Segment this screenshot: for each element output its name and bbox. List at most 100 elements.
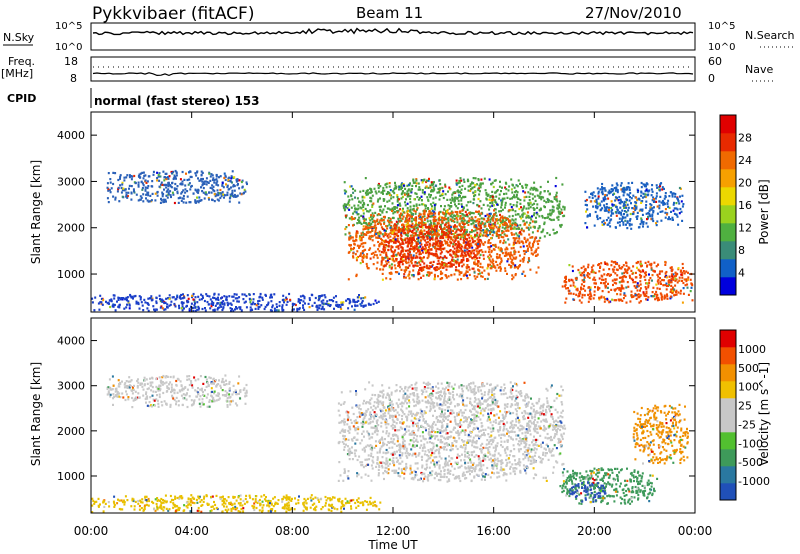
data-cell [356, 250, 359, 253]
data-cell [399, 258, 402, 261]
data-cell [154, 199, 157, 202]
data-cell [402, 231, 405, 235]
data-cell [343, 207, 346, 210]
data-cell [580, 286, 582, 289]
data-cell [389, 208, 392, 211]
data-cell [672, 273, 675, 276]
data-cell [588, 273, 591, 276]
data-cell [362, 215, 365, 218]
data-cell [361, 196, 364, 199]
data-cell [645, 185, 647, 188]
data-cell [439, 236, 442, 239]
data-cell [236, 300, 239, 303]
data-cell [376, 214, 379, 217]
data-cell [423, 192, 426, 196]
data-cell [687, 276, 690, 279]
data-cell [419, 215, 421, 218]
data-cell [205, 193, 208, 196]
data-cell [475, 233, 478, 237]
data-cell [205, 177, 208, 180]
data-cell [520, 206, 522, 209]
data-cell [461, 265, 464, 268]
data-cell [464, 187, 467, 190]
data-cell [616, 184, 619, 187]
data-cell [394, 229, 397, 232]
data-cell [665, 288, 668, 291]
data-cell [445, 210, 448, 213]
data-cell [500, 202, 503, 205]
data-cell [413, 228, 416, 231]
data-cell [188, 201, 191, 204]
data-cell [421, 246, 424, 249]
data-cell [377, 190, 380, 193]
data-cell [603, 300, 606, 303]
data-cell [424, 249, 427, 253]
data-cell [185, 201, 188, 204]
data-cell [610, 264, 613, 267]
data-cell [653, 270, 656, 273]
data-cell [393, 227, 396, 230]
data-cell [499, 233, 502, 237]
data-cell [486, 194, 489, 197]
beam-title: Beam 11 [356, 4, 423, 22]
data-cell [464, 253, 467, 256]
data-cell [680, 269, 683, 272]
data-cell [406, 237, 409, 240]
data-cell [507, 252, 510, 255]
data-cell [673, 207, 676, 210]
data-cell [655, 283, 658, 286]
data-cell [621, 278, 624, 281]
data-cell [479, 186, 482, 189]
data-cell [470, 216, 473, 219]
data-cell [397, 264, 400, 267]
data-cell [589, 293, 592, 296]
data-cell [423, 265, 426, 268]
data-cell [533, 187, 536, 191]
data-cell [639, 283, 642, 286]
data-cell [461, 260, 464, 263]
data-cell [501, 220, 504, 223]
data-cell [385, 240, 388, 243]
data-cell [672, 278, 675, 281]
data-cell [495, 219, 498, 222]
data-cell [427, 229, 430, 232]
data-cell [224, 194, 227, 197]
data-cell [499, 180, 501, 183]
data-cell [396, 240, 399, 243]
data-cell [108, 189, 111, 192]
data-cell [487, 255, 490, 258]
data-cell [649, 277, 652, 280]
data-cell [506, 234, 509, 237]
data-cell [443, 233, 446, 236]
data-cell [444, 215, 447, 218]
data-cell [410, 217, 413, 220]
data-cell [525, 207, 528, 210]
data-cell [341, 303, 344, 306]
data-cell [383, 243, 385, 247]
data-cell [218, 176, 220, 179]
data-cell [534, 249, 537, 253]
colorbar-segment [720, 223, 736, 242]
data-cell [265, 294, 267, 297]
data-cell [504, 206, 506, 209]
data-cell [421, 230, 424, 233]
data-cell [405, 241, 407, 244]
data-cell [491, 204, 494, 207]
data-cell [406, 224, 409, 228]
data-cell [599, 204, 602, 207]
data-cell [687, 271, 689, 274]
data-cell [467, 189, 470, 192]
data-cell [415, 255, 418, 258]
data-cell [631, 272, 634, 275]
data-cell [139, 172, 142, 175]
data-cell [204, 389, 206, 392]
data-cell [589, 298, 592, 301]
data-cell [431, 263, 434, 267]
data-cell [373, 244, 376, 247]
data-cell [494, 199, 497, 202]
data-cell [408, 277, 411, 280]
data-cell [427, 240, 430, 243]
data-cell [522, 242, 525, 245]
data-cell [522, 258, 525, 261]
data-cell [364, 192, 367, 195]
